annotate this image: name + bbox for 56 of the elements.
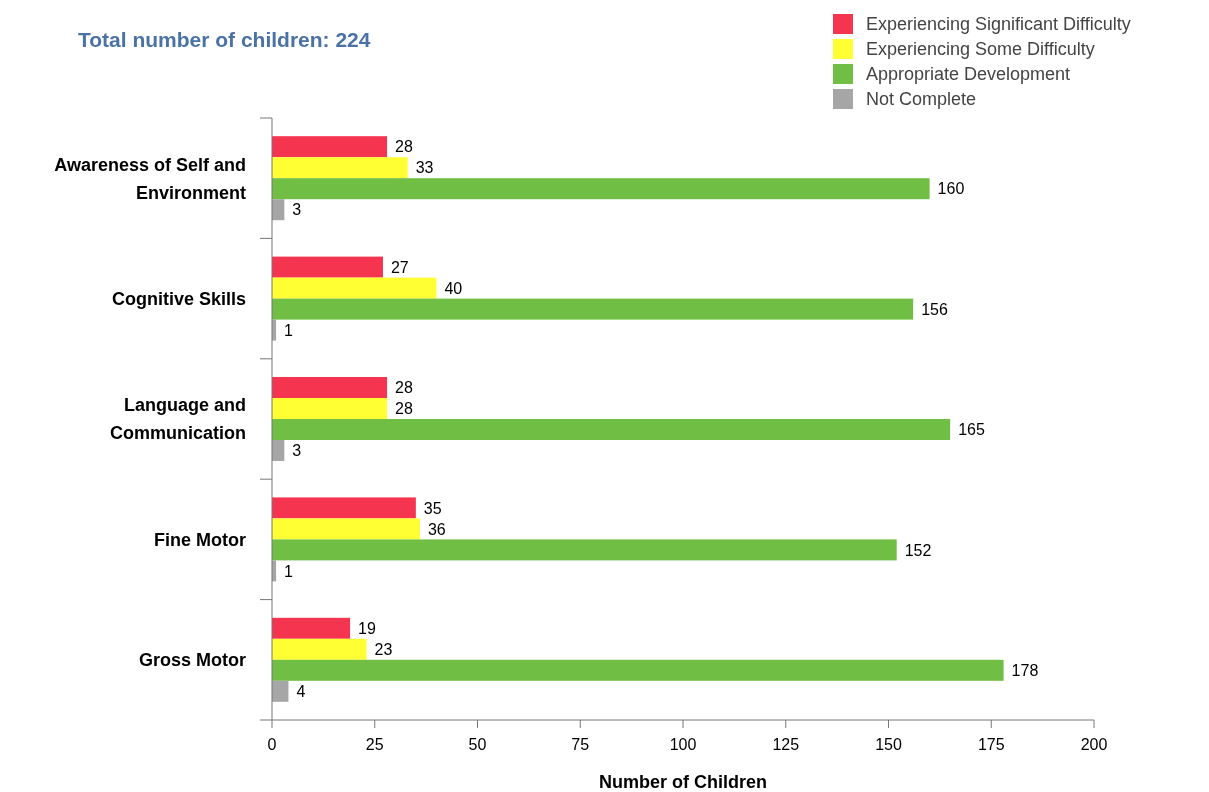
data-label: 19 (358, 619, 376, 637)
data-label: 36 (427, 520, 446, 538)
legend-label: Not Complete (866, 89, 977, 110)
data-label: 178 (1011, 661, 1039, 679)
data-label: 3 (292, 201, 302, 219)
data-label: 33 (415, 159, 434, 177)
data-label: 3 (292, 442, 302, 460)
bar (272, 136, 388, 158)
bar (272, 680, 289, 702)
x-tick-label: 150 (875, 736, 902, 753)
data-label: 40 (444, 279, 463, 297)
bar (272, 298, 914, 320)
x-tick-label: 175 (977, 736, 1005, 753)
data-label: 156 (921, 300, 948, 318)
x-tick-label: 0 (267, 736, 277, 753)
x-tick-label: 125 (772, 736, 800, 753)
data-label: 165 (958, 421, 985, 439)
data-label: 27 (390, 258, 409, 276)
data-label: 28 (395, 138, 413, 156)
legend-label: Experiencing Significant Difficulty (866, 14, 1131, 35)
y-tick-label: Gross Motor (138, 650, 246, 671)
x-tick-label: 50 (468, 736, 487, 753)
x-tick-label: 200 (1080, 736, 1108, 753)
y-tick-label: Language and Communication (109, 395, 246, 444)
data-label: 1 (284, 321, 294, 339)
bar (272, 497, 416, 519)
bar (272, 617, 351, 639)
bar (272, 178, 930, 200)
bar (272, 377, 388, 398)
bar (272, 277, 437, 299)
bar (272, 638, 367, 660)
bar (272, 518, 420, 540)
x-tick-label: 100 (669, 736, 697, 753)
bar (272, 419, 951, 440)
bar (272, 659, 1004, 681)
data-label: 1 (284, 562, 294, 580)
x-axis-title: Number of Children (598, 772, 768, 792)
legend-label: Experiencing Some Difficulty (866, 39, 1095, 60)
x-tick-label: 75 (571, 736, 590, 753)
chart-title: Total number of children: 224 (78, 28, 371, 51)
data-label: 4 (296, 682, 306, 700)
data-label: 160 (937, 180, 965, 198)
y-tick-label: Fine Motor (154, 529, 246, 550)
x-tick-label: 25 (365, 736, 384, 753)
y-tick-label: Awareness of Self and Environment (54, 154, 246, 203)
data-label: 28 (395, 400, 413, 418)
data-label: 152 (904, 541, 932, 559)
data-label: 35 (423, 499, 442, 517)
bar (272, 539, 897, 561)
bar (272, 256, 383, 278)
legend-label: Appropriate Development (866, 64, 1071, 85)
bar (272, 157, 408, 179)
bar (272, 398, 388, 419)
data-label: 23 (374, 640, 393, 658)
data-label: 28 (395, 379, 413, 397)
y-tick-label: Cognitive Skills (111, 288, 246, 309)
